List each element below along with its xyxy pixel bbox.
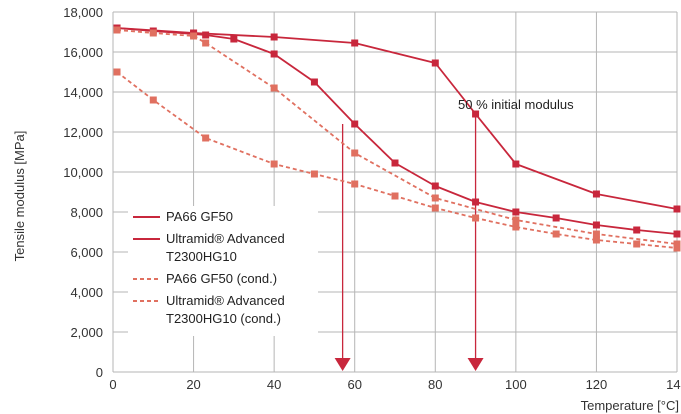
series-1-point-6: [512, 160, 520, 168]
series-2-point-8: [472, 214, 480, 222]
series-3-point-7: [512, 216, 520, 224]
series-line-2: [116, 71, 678, 249]
series-0-point-11: [512, 208, 520, 216]
y-tick-label-9: 18,000: [63, 5, 103, 20]
x-tick-label-6: 120: [586, 377, 608, 392]
series-2-point-1: [149, 96, 157, 104]
series-3-point-9: [673, 240, 681, 248]
chart-ticks: 0 20 40 60 80 100 120 140 0 2,000 4,000 6,000 8,000 1…: [63, 5, 681, 392]
series-0-point-5: [270, 50, 278, 58]
series-line-3: [116, 29, 678, 245]
series-0-point-6: [310, 78, 318, 86]
y-tick-label-2: 4,000: [70, 285, 103, 300]
series-3-point-4: [270, 84, 278, 92]
series-line-0: [116, 27, 678, 235]
x-tick-label-3: 60: [347, 377, 361, 392]
arrow-head-0: [334, 358, 351, 371]
x-tick-label-7: 140: [666, 377, 681, 392]
x-tick-label-2: 40: [267, 377, 281, 392]
y-tick-label-5: 10,000: [63, 165, 103, 180]
y-tick-label-8: 16,000: [63, 45, 103, 60]
series-1-point-8: [673, 205, 681, 213]
chart-annotations: 50 % initial modulus: [458, 97, 574, 112]
series-2-point-5: [351, 180, 359, 188]
series-2-point-7: [431, 204, 439, 212]
series-2-point-2: [202, 134, 210, 142]
legend-background: [128, 206, 318, 336]
x-axis-label: Temperature [°C]: [581, 398, 679, 413]
chart-series: [113, 24, 681, 252]
y-axis-label: Tensile modulus [MPa]: [12, 131, 27, 262]
y-tick-label-1: 2,000: [70, 325, 103, 340]
annotation-0: 50 % initial modulus: [458, 97, 574, 112]
y-tick-label-0: 0: [96, 365, 103, 380]
series-3-point-2: [190, 32, 198, 40]
series-1-point-4: [431, 59, 439, 67]
x-tick-label-4: 80: [428, 377, 442, 392]
series-2-point-9: [512, 223, 520, 231]
series-2-point-4: [310, 170, 318, 178]
series-0-point-14: [633, 226, 641, 234]
series-3-point-0: [113, 26, 121, 34]
series-0-point-12: [552, 214, 560, 222]
series-2-point-3: [270, 160, 278, 168]
series-1-point-7: [592, 190, 600, 198]
series-2-point-13: [673, 244, 681, 252]
legend-label-1: Ultramid® Advanced T2300HG10: [166, 231, 285, 264]
series-0-point-9: [431, 182, 439, 190]
legend-label-3: Ultramid® Advanced T2300HG10 (cond.): [166, 293, 285, 326]
series-2-point-0: [113, 68, 121, 76]
series-3-point-8: [592, 230, 600, 238]
series-0-point-7: [351, 120, 359, 128]
y-tick-label-3: 6,000: [70, 245, 103, 260]
series-0-point-4: [230, 35, 238, 43]
series-2-point-11: [592, 236, 600, 244]
series-0-point-8: [391, 159, 399, 167]
chart-legend: PA66 GF50 Ultramid® Advanced T2300HG10 PA66…: [128, 206, 318, 336]
series-2-point-6: [391, 192, 399, 200]
x-tick-label-0: 0: [109, 377, 116, 392]
series-line-1: [116, 27, 678, 210]
x-tick-label-1: 20: [186, 377, 200, 392]
series-3-point-1: [149, 29, 157, 37]
legend-label-2: PA66 GF50 (cond.): [166, 271, 277, 286]
series-1-point-3: [351, 39, 359, 47]
arrow-head-1: [467, 358, 484, 371]
series-0-point-3: [202, 31, 210, 39]
series-0-point-13: [592, 221, 600, 229]
series-3-point-6: [431, 194, 439, 202]
x-tick-label-5: 100: [505, 377, 527, 392]
series-2-point-12: [633, 240, 641, 248]
y-tick-label-6: 12,000: [63, 125, 103, 140]
series-0-point-15: [673, 230, 681, 238]
series-2-point-10: [552, 230, 560, 238]
legend-label-0: PA66 GF50: [166, 209, 233, 224]
series-3-point-3: [202, 39, 210, 47]
series-1-point-5: [472, 110, 480, 118]
chart-arrows: [334, 114, 484, 371]
y-tick-label-7: 14,000: [63, 85, 103, 100]
series-1-point-2: [270, 33, 278, 41]
series-0-point-10: [472, 198, 480, 206]
y-tick-label-4: 8,000: [70, 205, 103, 220]
series-3-point-5: [351, 149, 359, 157]
